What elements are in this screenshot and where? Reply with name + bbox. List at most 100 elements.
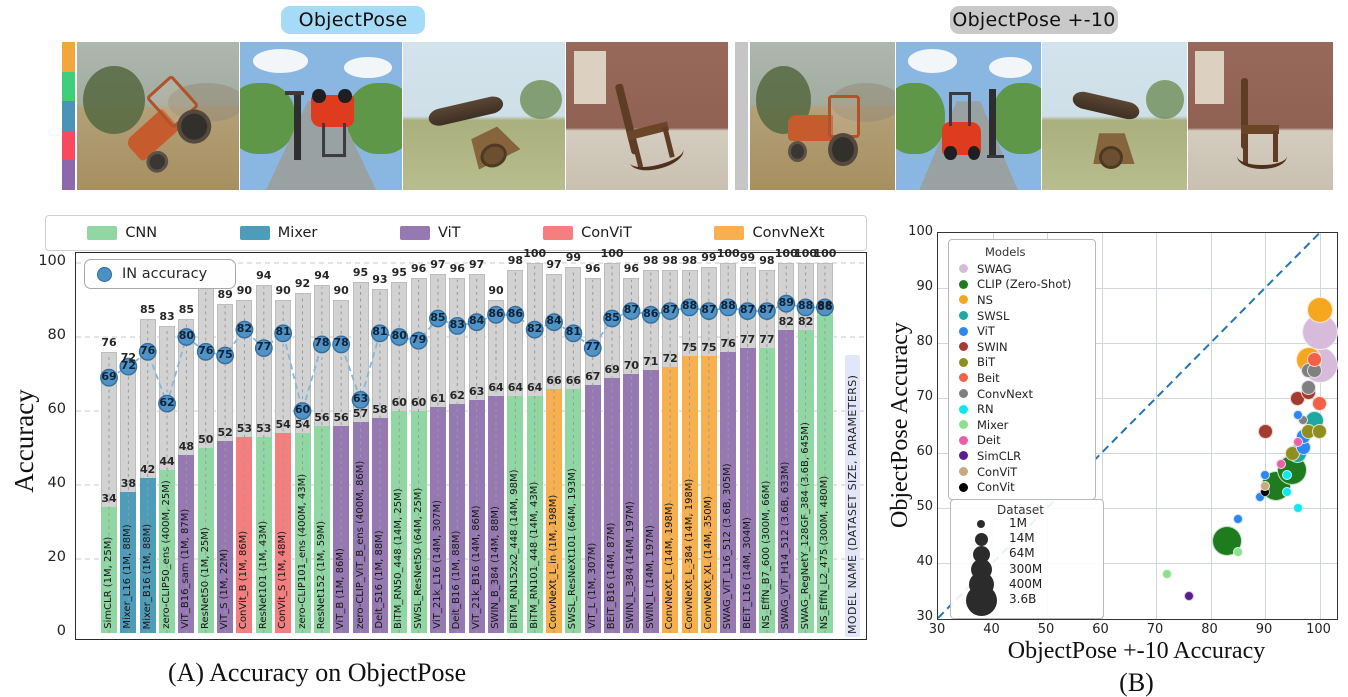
in-accuracy-value-label: 87 <box>662 303 678 317</box>
in-accuracy-value-label: 62 <box>159 395 175 409</box>
objectpose-value-label: 66 <box>546 373 562 387</box>
pm10-value-label: 93 <box>372 272 388 286</box>
model-name-label: SWSL_ResNeXt101 (64M, 193M) <box>567 468 579 629</box>
in-accuracy-value-label: 88 <box>681 299 698 313</box>
scatter-gridline <box>938 453 1337 454</box>
legend-item-Mixer: Mixer <box>239 225 317 241</box>
scatter-point <box>1281 486 1292 497</box>
objectpose-value-label: 56 <box>314 410 330 424</box>
scatter-x-tick-70: 70 <box>1146 622 1164 637</box>
class-color-2 <box>62 101 75 131</box>
model-name-label: zero-CLIP_ViT_B_ens (400M, 86M) <box>354 460 366 629</box>
scatter-point <box>1306 352 1322 367</box>
model-name-label: ViT_B (1M, 86M) <box>335 547 347 629</box>
pm10-value-label: 97 <box>430 258 446 272</box>
objectpose-value-label: 66 <box>565 373 582 387</box>
tractor-body <box>788 114 833 142</box>
in-accuracy-value-label: 82 <box>527 321 543 335</box>
BiT-dot-icon <box>959 357 968 367</box>
objectpose-bar <box>468 399 485 633</box>
models-legend-item-ConViT: ConViT <box>959 464 1095 480</box>
architecture-legend: CNN Mixer ViT ConViT ConvNeXt <box>45 215 867 251</box>
objectpose-bar <box>739 348 756 633</box>
scatter-x-tick-90: 90 <box>1255 622 1273 637</box>
scatter-x-label: ObjectPose +-10 Accuracy <box>1007 638 1266 664</box>
trees-shape <box>896 83 946 155</box>
bar-y-tick-20: 20 <box>47 549 66 565</box>
bar-y-tick-40: 40 <box>47 475 66 491</box>
model-name-label: ConvNeXt_XL (14M, 350M) <box>702 495 714 629</box>
in-accuracy-value-label: 87 <box>701 303 717 317</box>
CLIP (Zero-Shot)-dot-icon <box>959 279 968 289</box>
forklift-fork <box>986 154 1005 159</box>
cannon-barrel <box>426 94 506 129</box>
in-accuracy-value-label: 81 <box>565 325 582 339</box>
model-name-label: ViT_L (1M, 307M) <box>586 542 598 629</box>
dataset-legend-title: Dataset <box>997 503 1044 517</box>
pm10-value-label: 98 <box>643 254 659 268</box>
objectpose-value-label: 64 <box>507 381 523 395</box>
scene-rocking-chair <box>566 42 728 190</box>
objectpose-value-label: 64 <box>527 381 543 395</box>
objectpose-value-label: 58 <box>372 403 388 417</box>
models-legend-item-RN: RN <box>959 401 1095 417</box>
class-color-0 <box>62 42 75 72</box>
models-legend-item-SWIN: SWIN <box>959 339 1095 355</box>
objectpose-bar <box>758 348 775 633</box>
scatter-gridline <box>1210 233 1212 619</box>
objectpose-value-label: 69 <box>604 362 620 376</box>
pm10-value-label: 98 <box>759 254 775 268</box>
objectpose-value-label: 75 <box>701 340 717 354</box>
scatter-point <box>1260 481 1270 491</box>
scatter-point <box>1312 396 1327 411</box>
legend-item-ConvNeXt: ConvNeXt <box>714 225 825 241</box>
objectpose-value-label: 63 <box>468 384 485 398</box>
legend-item-CNN: CNN <box>87 225 157 241</box>
scatter-x-tick-50: 50 <box>1037 622 1055 637</box>
dataset-circle-14M <box>974 532 988 546</box>
objectpose-bar <box>178 455 195 633</box>
cannon-wheel <box>1098 146 1123 170</box>
in-accuracy-value-label: 77 <box>256 340 272 354</box>
dataset-label-300M: 300M <box>1009 561 1043 576</box>
objectpose-bar <box>313 425 330 633</box>
trees-shape <box>240 83 296 155</box>
objectpose-bar <box>546 388 563 633</box>
dataset-size-legend: Dataset 1M 14M 64M 300M 400M 3.6B <box>950 499 1104 619</box>
objectpose-bar <box>371 418 388 633</box>
SWAG-dot-icon <box>959 264 968 274</box>
models-legend-label: ConvNext <box>977 386 1033 401</box>
scatter-point <box>1232 547 1243 557</box>
models-legend-label: BiT <box>977 355 996 370</box>
models-legend-item-SWSL: SWSL <box>959 308 1095 324</box>
in-accuracy-value-label: 76 <box>198 343 214 357</box>
objectpose-value-label: 54 <box>294 418 311 432</box>
NS-dot-icon <box>959 295 968 305</box>
objectpose-pm10-label-text: ObjectPose +-10 <box>952 9 1116 31</box>
bar-y-tick-0: 0 <box>56 623 66 639</box>
objectpose-bar <box>217 440 234 633</box>
bar-y-tick-60: 60 <box>47 401 66 417</box>
objectpose-pm10-label: ObjectPose +-10 <box>950 6 1118 34</box>
objectpose-value-label: 61 <box>430 392 446 406</box>
in-accuracy-value-label: 86 <box>488 306 504 320</box>
cloud-shape <box>252 49 309 74</box>
in-accuracy-value-label: 76 <box>140 343 156 357</box>
pm10-value-label: 97 <box>546 258 562 272</box>
model-name-label: ViT_B16_sam (1M, 87M) <box>180 509 192 629</box>
scatter-point <box>1276 459 1287 469</box>
model-name-label: SWAG_ViT_L16_512 (3.6B, 305M) <box>722 463 734 629</box>
scatter-x-tick-60: 60 <box>1092 622 1109 637</box>
forklift-object <box>940 89 1005 161</box>
models-legend-item-ConvNext: ConvNext <box>959 386 1095 402</box>
chair-leg <box>1272 130 1278 162</box>
caption-b: (B) <box>1119 668 1154 697</box>
scatter-x-tick-100: 100 <box>1306 622 1331 637</box>
model-name-label: BEiT_L16 (14M, 304M) <box>741 517 753 629</box>
pm10-value-label: 98 <box>681 254 698 268</box>
ViT-swatch <box>399 226 430 240</box>
models-legend-label: ConViT <box>977 464 1018 479</box>
in-accuracy-value-label: 79 <box>410 332 427 346</box>
objectpose-value-label: 70 <box>623 359 640 372</box>
in-accuracy-value-label: 87 <box>759 303 775 317</box>
